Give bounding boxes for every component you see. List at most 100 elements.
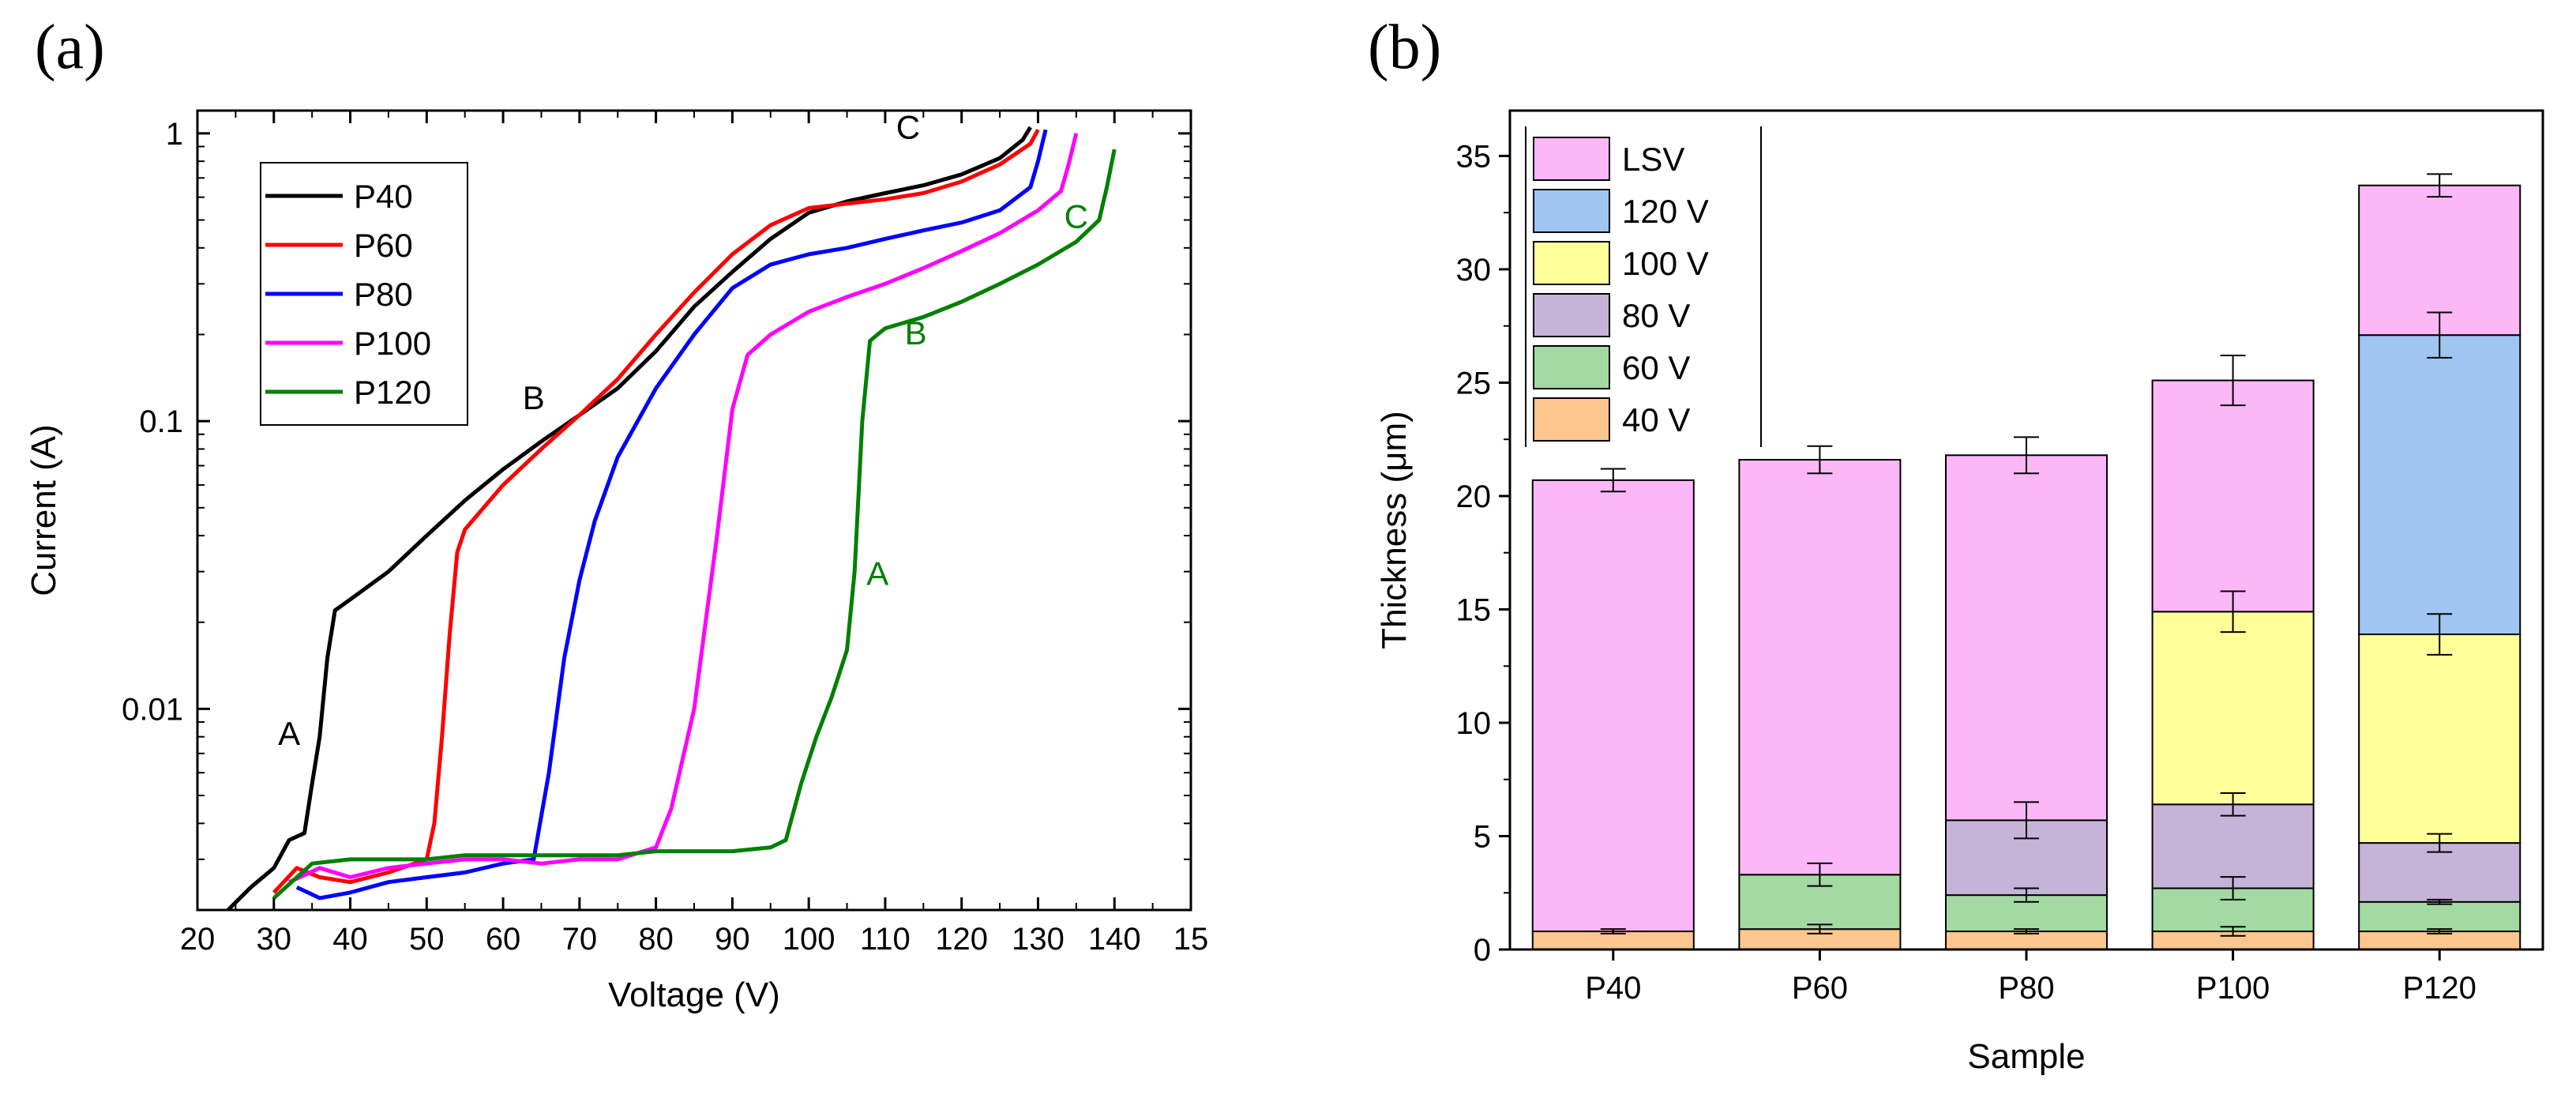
- annotation-c: C: [896, 108, 920, 145]
- error-bar-p120-80-v: [2427, 833, 2453, 853]
- panel-a-legend: P40 P60 P80 P100 P120: [260, 162, 468, 426]
- legend-label-40-v: 40 V: [1622, 401, 1690, 438]
- error-bar-p40-40-v: [1600, 928, 1626, 934]
- error-bar-p40-lsv: [1600, 468, 1626, 493]
- panel-b-legend: LSV 120 V 100 V 80 V 60 V 40 V: [1525, 126, 1762, 447]
- bar-p40-lsv: [1531, 479, 1695, 933]
- panel-a-label: (a): [35, 13, 105, 82]
- x-tick-label: 90: [715, 922, 750, 957]
- bar-p100-100-v: [2151, 611, 2315, 806]
- panel-b-y-axis-title: Thickness (μm): [1375, 411, 1414, 649]
- series-line-p120: [272, 149, 1117, 900]
- x-tick-label-p40: P40: [1585, 971, 1641, 1006]
- series-line-p100: [288, 133, 1079, 884]
- legend-swatch-40-v: [1533, 397, 1610, 442]
- y-tick-label: 5: [1474, 819, 1491, 854]
- error-bar-p120-60-v: [2427, 898, 2453, 905]
- annotation-a: A: [278, 715, 300, 752]
- error-bar-p60-60-v: [1807, 862, 1833, 887]
- legend-label-120-v: 120 V: [1622, 193, 1709, 230]
- panel-a-x-axis-title: Voltage (V): [608, 976, 780, 1014]
- x-tick-label: 100: [783, 922, 836, 957]
- bar-p120-100-v: [2358, 634, 2522, 844]
- error-bar-p80-40-v: [2014, 928, 2039, 934]
- panel-a-x-axis: 20 30 40 50 60 70 80 90 100 110 120 130 140 15: [180, 111, 1209, 957]
- y-tick-label: 0.1: [139, 404, 183, 439]
- panel-b-bars: [1531, 184, 2522, 951]
- error-bar-p120-40-v: [2427, 928, 2453, 934]
- legend-swatch-lsv: [1533, 137, 1610, 181]
- legend-label-80-v: 80 V: [1622, 297, 1690, 334]
- legend-label-lsv: LSV: [1622, 141, 1684, 178]
- x-tick-label: 130: [1012, 922, 1065, 957]
- annotation-a: A: [866, 555, 888, 592]
- x-tick-label: 20: [180, 922, 216, 957]
- y-tick-label: 25: [1456, 366, 1492, 400]
- error-bar-p120-100-v: [2427, 613, 2453, 656]
- error-bar-p80-lsv: [2014, 436, 2039, 475]
- panel-b-error-bars: [1600, 173, 2453, 937]
- panel-b-y-axis: 0 5 10 15 20 25 30 35: [1456, 139, 1510, 968]
- legend-label-p100: P100: [354, 325, 431, 362]
- x-tick-label: 140: [1088, 922, 1141, 957]
- bar-p80-lsv: [1944, 454, 2108, 822]
- error-bar-p120-120-v: [2427, 311, 2453, 359]
- y-tick-label: 0.01: [122, 692, 183, 727]
- panel-b-x-axis-title: Sample: [1967, 1037, 2085, 1076]
- error-bar-p80-80-v: [2014, 801, 2039, 840]
- legend-label-p120: P120: [354, 374, 431, 411]
- error-bar-p100-60-v: [2220, 876, 2246, 901]
- panel-a-y-axis: 0.01 0.1 1: [122, 117, 1191, 911]
- bar-p120-60-v: [2358, 901, 2522, 933]
- x-tick-label: 40: [332, 922, 368, 957]
- x-tick-label: 120: [935, 922, 988, 957]
- x-tick-label-p60: P60: [1792, 971, 1848, 1006]
- y-tick-label: 15: [1456, 592, 1492, 627]
- error-bar-p100-40-v: [2220, 926, 2246, 937]
- x-tick-label: 70: [562, 922, 598, 957]
- error-bar-p100-100-v: [2220, 590, 2246, 634]
- legend-label-p60: P60: [354, 227, 413, 264]
- series-line-p40: [226, 126, 1032, 910]
- error-bar-p120-lsv: [2427, 173, 2453, 198]
- panel-a-series: [226, 126, 1117, 910]
- panel-a-chart: 20 30 40 50 60 70 80 90 100 110 120 130 140 15 0.010.…: [24, 108, 1208, 1014]
- panel-b-chart: P40 P60 P80 P100 P120 0 5 10 15 20 25 30 35 LSV 120 …: [1375, 109, 2544, 1076]
- legend-swatch-100-v: [1533, 241, 1610, 285]
- y-tick-label: 10: [1456, 706, 1492, 741]
- annotation-c: C: [1065, 197, 1088, 235]
- x-tick-label: 15: [1173, 922, 1209, 957]
- series-line-p80: [295, 129, 1048, 901]
- error-bar-p100-80-v: [2220, 792, 2246, 817]
- x-tick-label: 80: [638, 922, 674, 957]
- legend-label-60-v: 60 V: [1622, 349, 1690, 386]
- y-tick-label: 0: [1474, 933, 1491, 968]
- x-tick-label: 30: [257, 922, 292, 957]
- x-tick-label: 50: [409, 922, 445, 957]
- y-tick-label: 35: [1456, 139, 1492, 174]
- x-tick-label: 60: [486, 922, 521, 957]
- y-tick-label: 20: [1456, 479, 1492, 514]
- error-bar-p60-lsv: [1807, 445, 1833, 475]
- x-tick-label-p80: P80: [1998, 971, 2054, 1006]
- x-tick-label-p120: P120: [2402, 971, 2476, 1006]
- legend-swatch-120-v: [1533, 189, 1610, 233]
- legend-label-p80: P80: [354, 276, 413, 313]
- error-bar-p80-60-v: [2014, 887, 2039, 903]
- annotation-b: B: [905, 314, 927, 352]
- y-tick-label: 1: [166, 117, 183, 152]
- x-tick-label-p100: P100: [2196, 971, 2270, 1006]
- legend-label-p40: P40: [354, 178, 413, 215]
- panel-a-y-axis-title: Current (A): [24, 424, 63, 596]
- panel-b-label: (b): [1368, 13, 1441, 82]
- y-tick-label: 30: [1456, 253, 1492, 288]
- annotation-b: B: [523, 379, 545, 416]
- legend-swatch-80-v: [1533, 293, 1610, 337]
- legend-label-100-v: 100 V: [1622, 245, 1709, 282]
- bar-p100-80-v: [2151, 803, 2315, 889]
- bar-p120-120-v: [2358, 334, 2522, 636]
- panel-b-x-axis: P40 P60 P80 P100 P120: [1585, 949, 2476, 1006]
- panel-a-annotations: A B C A B C: [278, 108, 1088, 752]
- error-bar-p60-40-v: [1807, 923, 1833, 934]
